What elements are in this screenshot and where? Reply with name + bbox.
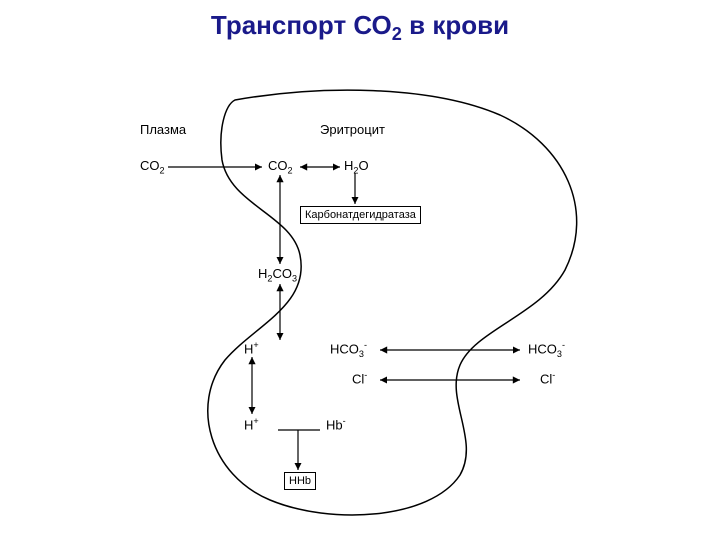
- plasma-label: Плазма: [140, 122, 186, 137]
- h-plus-1: H+: [244, 340, 259, 356]
- co2-outer: CO2: [140, 158, 165, 176]
- hb-minus: Hb-: [326, 416, 346, 432]
- cl-outer: Cl-: [540, 370, 555, 386]
- erythrocyte-label: Эритроцит: [320, 122, 385, 137]
- hhb-box: HHb: [284, 472, 316, 490]
- title-suffix: в крови: [402, 10, 509, 40]
- cl-inner: Cl-: [352, 370, 367, 386]
- title-sub: 2: [392, 24, 402, 44]
- diagram-title: Транспорт СО2 в крови: [0, 10, 720, 45]
- diagram-svg: [0, 0, 720, 540]
- co2-inner: CO2: [268, 158, 293, 176]
- h2o-label: H2O: [344, 158, 369, 176]
- hco3-outer: HCO3-: [528, 340, 565, 359]
- hco3-inner: HCO3-: [330, 340, 367, 359]
- diagram-canvas: Транспорт СО2 в крови Плазма Эритроцит C…: [0, 0, 720, 540]
- h2co3-label: H2CO3: [258, 266, 297, 284]
- erythrocyte-outline: [208, 90, 577, 515]
- h-plus-2: H+: [244, 416, 259, 432]
- title-prefix: Транспорт СО: [211, 10, 392, 40]
- enzyme-box: Карбонатдегидратаза: [300, 206, 421, 224]
